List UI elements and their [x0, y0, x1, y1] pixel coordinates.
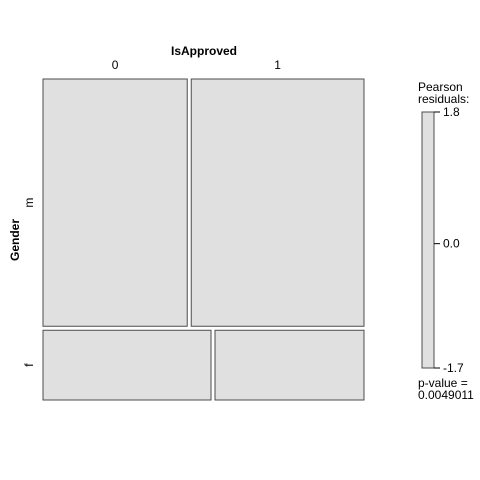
tile-m-0	[42, 78, 188, 327]
row-labels: mf	[22, 198, 36, 367]
row-variable-label: Gender	[8, 219, 22, 261]
column-variable-label: IsApproved	[171, 44, 237, 58]
legend-ticks: 1.8 0.0 -1.7	[434, 105, 464, 375]
mosaic-tiles	[42, 78, 365, 401]
column-label-1: 1	[274, 58, 281, 72]
tile-m-1	[190, 78, 365, 327]
row-label-m: m	[22, 198, 36, 208]
legend-tick-label: 0.0	[443, 237, 460, 251]
tile-f-1	[214, 329, 365, 401]
p-value-label: p-value =	[418, 376, 468, 390]
column-label-0: 0	[112, 58, 119, 72]
legend: Pearson residuals: 1.80.0-1.7 p-value = …	[418, 80, 474, 402]
p-value: 0.0049011	[418, 388, 474, 402]
legend-title-line2: residuals:	[418, 92, 469, 106]
tile-f-0	[42, 329, 212, 401]
legend-title-line1: Pearson	[418, 80, 463, 94]
legend-color-bar	[421, 111, 435, 369]
legend-tick-label: 1.8	[443, 105, 460, 119]
legend-tick-label: -1.7	[443, 361, 464, 375]
row-label-f: f	[22, 363, 36, 367]
